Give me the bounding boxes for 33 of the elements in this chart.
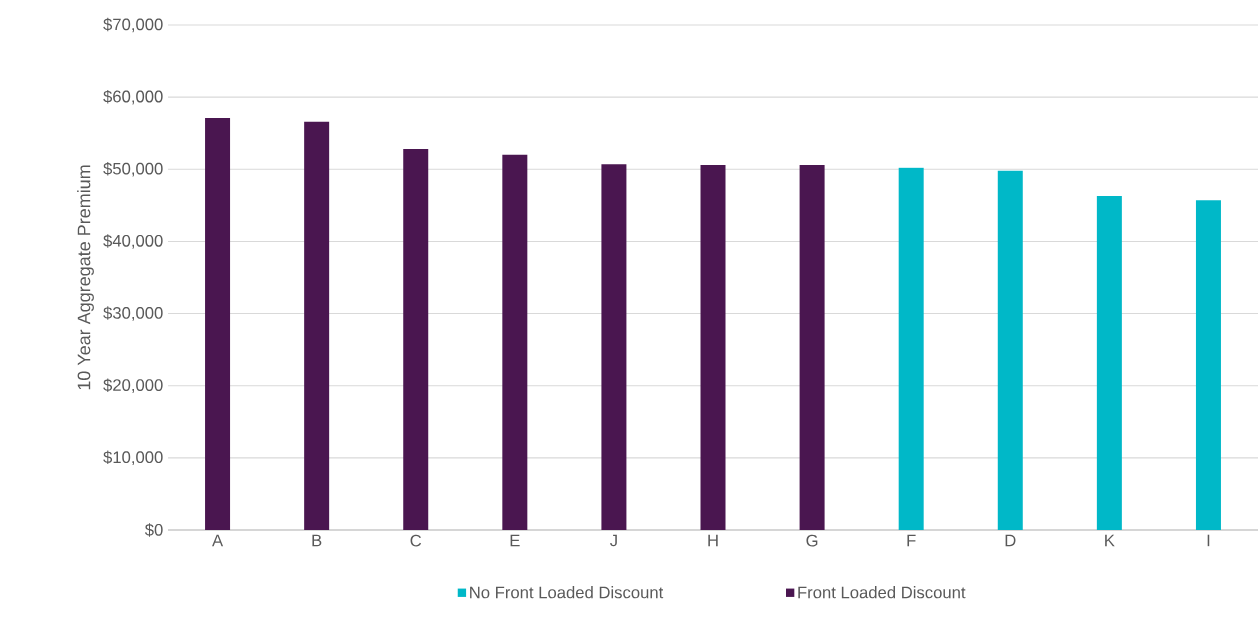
y-tick-label: $0 bbox=[144, 523, 163, 537]
y-tick-label: $50,000 bbox=[103, 162, 163, 177]
legend-label: No Front Loaded Discount bbox=[470, 586, 664, 599]
bar bbox=[1195, 200, 1221, 530]
x-tick-label: C bbox=[410, 534, 422, 547]
y-axis-title: 10 Year Aggregate Premium bbox=[77, 165, 94, 390]
bar bbox=[403, 149, 429, 530]
bar bbox=[601, 164, 627, 530]
x-tick-label: J bbox=[610, 534, 617, 547]
x-tick-label: B bbox=[312, 534, 322, 547]
bar bbox=[205, 118, 231, 530]
y-tick-label: $10,000 bbox=[103, 450, 163, 466]
bar bbox=[997, 170, 1023, 530]
y-tick-label: $60,000 bbox=[103, 89, 163, 105]
x-tick-label: E bbox=[510, 534, 520, 547]
y-tick-label: $30,000 bbox=[103, 306, 163, 321]
x-tick-label: H bbox=[708, 534, 718, 547]
bar bbox=[799, 164, 825, 530]
x-tick-label: D bbox=[1005, 534, 1016, 547]
bar bbox=[898, 167, 924, 530]
legend-label: Front Loaded Discount bbox=[798, 586, 966, 599]
bar bbox=[502, 154, 528, 530]
bar bbox=[304, 121, 330, 530]
x-tick-label: A bbox=[212, 534, 224, 547]
bar bbox=[700, 164, 726, 530]
x-tick-label: G bbox=[806, 534, 818, 547]
bar bbox=[1096, 195, 1122, 530]
x-tick-label: K bbox=[1105, 534, 1115, 547]
x-tick-label: F bbox=[907, 534, 916, 547]
y-tick-label: $40,000 bbox=[103, 234, 163, 249]
x-tick-label: I bbox=[1207, 534, 1210, 547]
y-tick-label: $20,000 bbox=[103, 378, 163, 393]
y-tick-label: $70,000 bbox=[103, 17, 163, 33]
